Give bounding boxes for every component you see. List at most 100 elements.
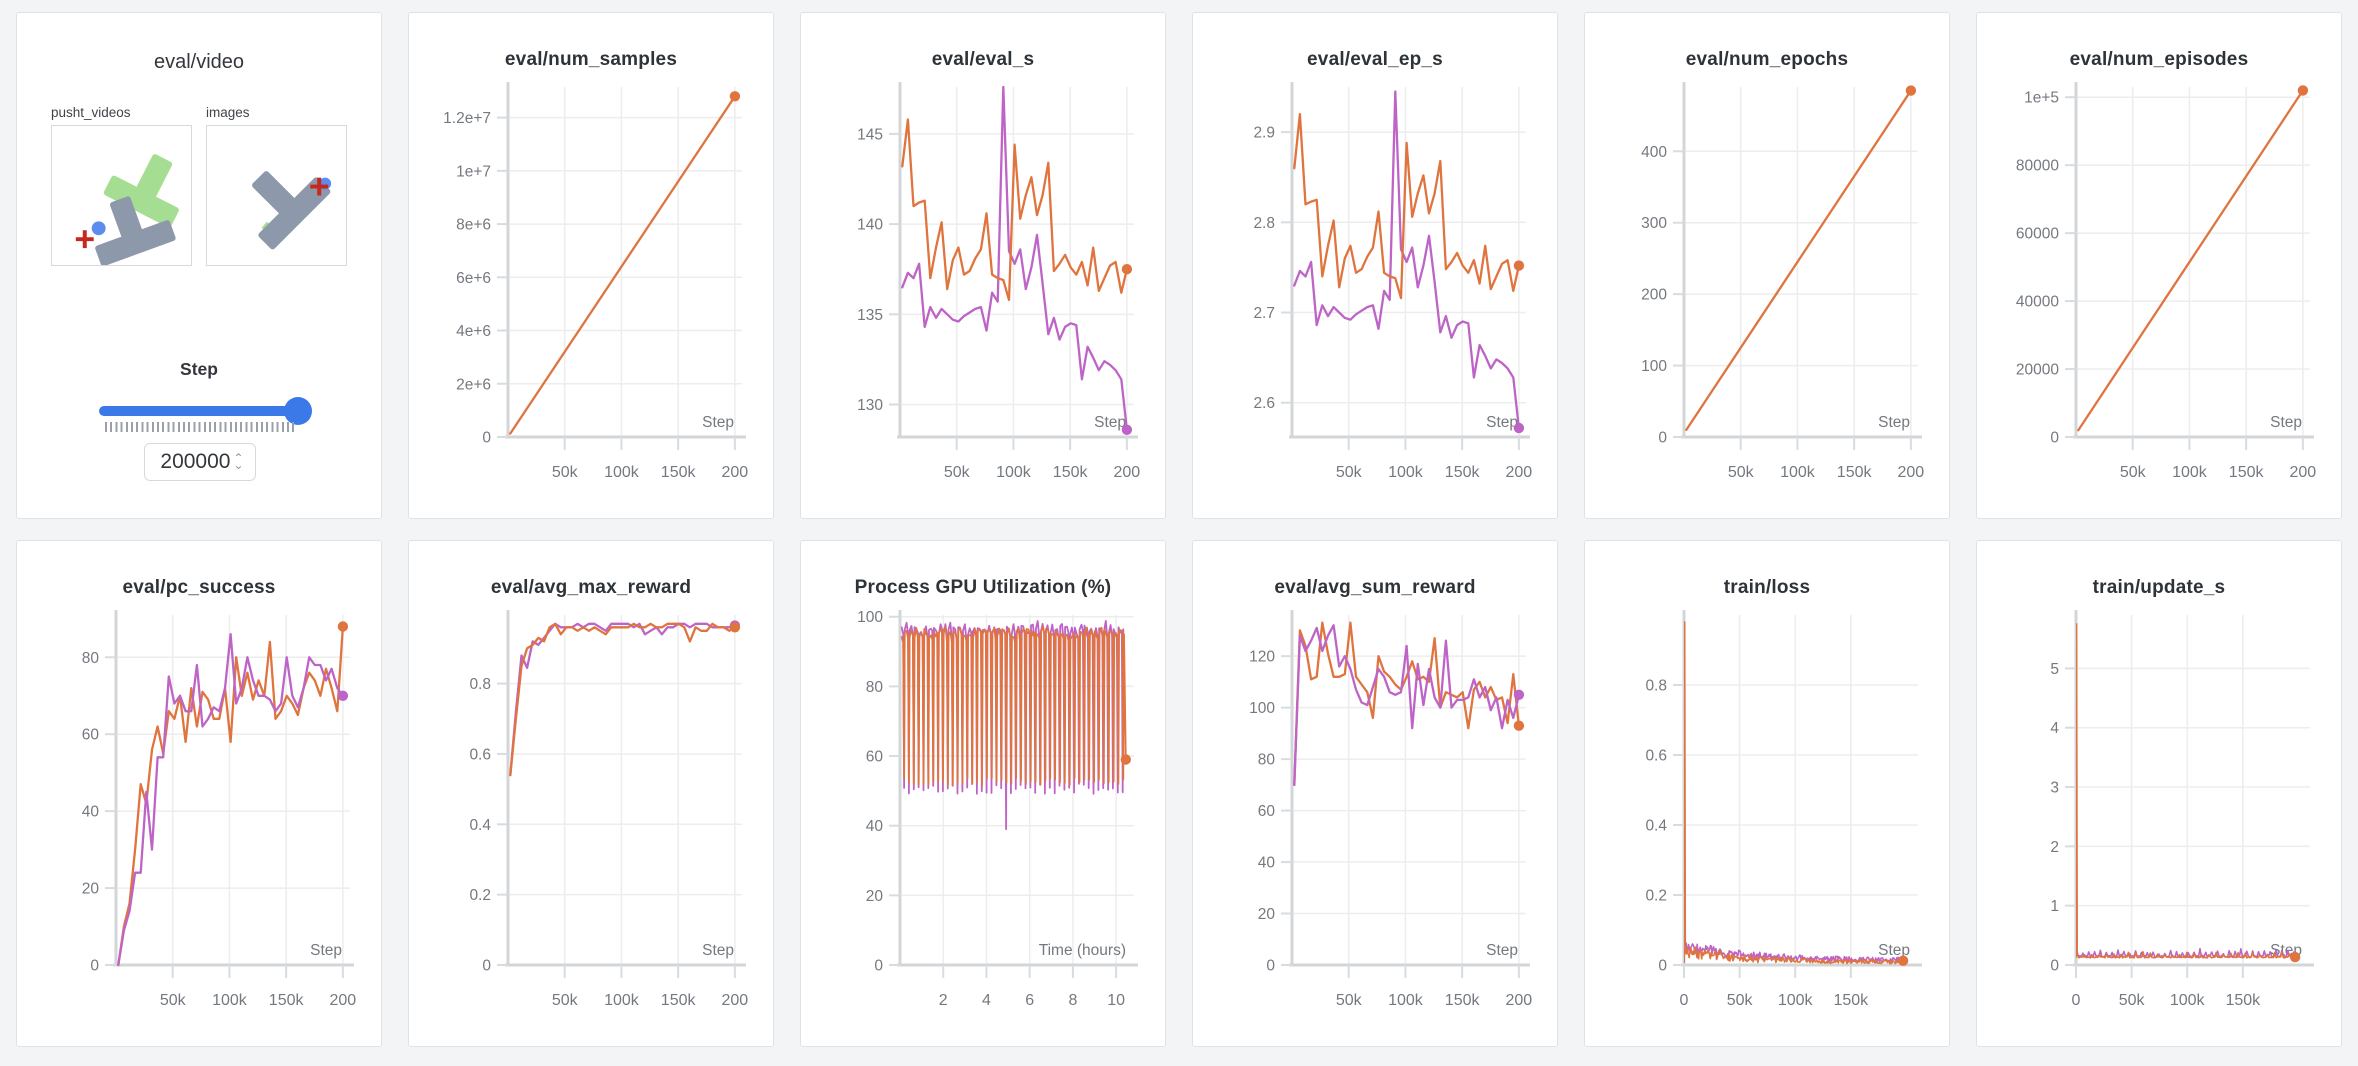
svg-text:40: 40 — [866, 818, 884, 835]
svg-text:100k: 100k — [1388, 464, 1424, 481]
chart-canvas[interactable]: 0 100 200 300 400 50k 100k 150k 200 Step — [1598, 71, 1936, 491]
step-input-box: ⌃ ⌄ — [144, 443, 256, 481]
panel-chart-eval-s: eval/eval_s 130 135 140 145 50k 100k 150k 200 St… — [800, 12, 1166, 519]
chart-title: eval/num_episodes — [2069, 49, 2249, 70]
svg-text:60: 60 — [82, 727, 100, 744]
svg-text:Step: Step — [1094, 414, 1126, 431]
images-thumbnail[interactable] — [206, 125, 347, 266]
svg-text:120: 120 — [1249, 649, 1275, 666]
panel-chart-train-update-s: train/update_s 0 1 2 3 4 5 0 50k 100k 150k Step — [1976, 540, 2342, 1047]
chart-canvas[interactable]: 0 20 40 60 80 100 120 50k 100k 150k 200 Step — [1206, 599, 1544, 1019]
chart-title: Process GPU Utilization (%) — [854, 577, 1112, 598]
chart-canvas[interactable]: 2.6 2.7 2.8 2.9 50k 100k 150k 200 Step — [1206, 71, 1544, 491]
svg-text:0: 0 — [2050, 430, 2059, 447]
svg-text:1e+7: 1e+7 — [456, 163, 491, 180]
panel-chart-pc-success: eval/pc_success 0 20 40 60 80 50k 100k 150k 200 S… — [16, 540, 382, 1047]
svg-text:200: 200 — [1641, 287, 1667, 304]
chart-canvas[interactable]: 0 2e+6 4e+6 6e+6 8e+6 1e+7 1.2e+7 50k 100k 150k 20… — [422, 71, 760, 491]
svg-text:20: 20 — [1258, 906, 1276, 923]
svg-text:Step: Step — [1878, 414, 1910, 431]
svg-text:2.7: 2.7 — [1253, 305, 1275, 322]
svg-text:40: 40 — [1258, 855, 1276, 872]
svg-text:50k: 50k — [1728, 464, 1755, 481]
panel-chart-avg-sum-reward: eval/avg_sum_reward 0 20 40 60 80 100 120 50k 10… — [1192, 540, 1558, 1047]
chart-canvas[interactable]: 0 0.2 0.4 0.6 0.8 0 50k 100k 150k Step — [1598, 599, 1936, 1019]
svg-text:3: 3 — [2050, 780, 2059, 797]
svg-text:150k: 150k — [269, 992, 305, 1009]
chart-canvas[interactable]: 0 0.2 0.4 0.6 0.8 50k 100k 150k 200 Step — [422, 599, 760, 1019]
chart-title: eval/eval_ep_s — [1307, 49, 1443, 70]
svg-text:Step: Step — [702, 414, 734, 431]
pusht-scene-image — [75, 154, 179, 265]
goal-cross-icon — [75, 230, 94, 249]
svg-text:200: 200 — [722, 464, 749, 481]
chart-canvas[interactable]: 0 20 40 60 80 50k 100k 150k 200 Step — [30, 599, 368, 1019]
svg-text:100: 100 — [857, 609, 883, 626]
svg-text:80: 80 — [82, 650, 100, 667]
svg-text:0: 0 — [874, 958, 883, 975]
pusht-video-thumbnail[interactable] — [51, 125, 192, 266]
svg-text:Time (hours): Time (hours) — [1039, 942, 1126, 959]
step-slider-track[interactable] — [99, 406, 301, 416]
video-panel-title: eval/video — [153, 51, 245, 73]
svg-text:6: 6 — [1025, 992, 1034, 1009]
svg-text:0: 0 — [1680, 992, 1689, 1009]
stepper-up-icon[interactable]: ⌃ — [233, 451, 244, 465]
chart-title: train/update_s — [2092, 577, 2226, 598]
svg-text:8e+6: 8e+6 — [456, 217, 491, 234]
step-slider-ruler — [105, 422, 297, 432]
svg-text:40000: 40000 — [2016, 294, 2059, 311]
svg-text:150k: 150k — [1837, 464, 1873, 481]
svg-text:6e+6: 6e+6 — [456, 270, 491, 287]
svg-text:5: 5 — [2050, 661, 2059, 678]
agent-dot-icon — [91, 221, 106, 236]
svg-text:100k: 100k — [996, 464, 1032, 481]
chart-canvas[interactable]: 130 135 140 145 50k 100k 150k 200 Step — [814, 71, 1152, 491]
chart-title: eval/num_epochs — [1685, 49, 1849, 70]
svg-text:50k: 50k — [160, 992, 187, 1009]
svg-text:0: 0 — [90, 958, 99, 975]
svg-text:130: 130 — [857, 397, 883, 414]
svg-text:0.6: 0.6 — [1645, 748, 1667, 765]
step-slider-thumb[interactable] — [284, 397, 312, 425]
panel-chart-eval-ep-s: eval/eval_ep_s 2.6 2.7 2.8 2.9 50k 100k 150k 20… — [1192, 12, 1558, 519]
svg-text:4: 4 — [982, 992, 991, 1009]
chart-title: eval/avg_sum_reward — [1274, 577, 1476, 598]
svg-text:50k: 50k — [1336, 992, 1363, 1009]
svg-text:2.9: 2.9 — [1253, 125, 1275, 142]
panel-chart-num-samples: eval/num_samples 0 2e+6 4e+6 6e+6 8e+6 1e+7 1.… — [408, 12, 774, 519]
svg-text:80: 80 — [1258, 752, 1276, 769]
svg-text:50k: 50k — [2120, 464, 2147, 481]
svg-text:0.6: 0.6 — [469, 746, 491, 763]
svg-text:60: 60 — [866, 749, 884, 766]
svg-text:400: 400 — [1641, 144, 1667, 161]
chart-canvas[interactable]: 0 20 40 60 80 100 2 4 6 8 10 Time (hours) — [814, 599, 1152, 1019]
svg-text:140: 140 — [857, 217, 883, 234]
svg-text:0.2: 0.2 — [469, 887, 491, 904]
chart-title: eval/pc_success — [122, 577, 276, 598]
svg-text:2.8: 2.8 — [1253, 215, 1275, 232]
svg-text:200: 200 — [722, 992, 749, 1009]
step-input[interactable] — [156, 450, 231, 474]
svg-text:200: 200 — [1114, 464, 1141, 481]
step-slider-label: Step — [180, 359, 218, 379]
svg-text:150k: 150k — [1445, 992, 1481, 1009]
svg-text:20: 20 — [866, 888, 884, 905]
svg-text:145: 145 — [857, 126, 883, 143]
svg-text:150k: 150k — [1445, 464, 1481, 481]
step-stepper: ⌃ ⌄ — [233, 451, 244, 472]
goal-cross-icon — [310, 177, 329, 196]
svg-text:0: 0 — [482, 958, 491, 975]
chart-canvas[interactable]: 0 20000 40000 60000 80000 1e+5 50k 100k 150k 200 S… — [1990, 71, 2328, 491]
svg-text:0.4: 0.4 — [1645, 818, 1667, 835]
panel-chart-avg-max-reward: eval/avg_max_reward 0 0.2 0.4 0.6 0.8 50k 100k… — [408, 540, 774, 1047]
svg-text:200: 200 — [1898, 464, 1925, 481]
stepper-down-icon[interactable]: ⌄ — [233, 458, 244, 472]
svg-text:50k: 50k — [552, 992, 579, 1009]
svg-text:0: 0 — [2050, 958, 2059, 975]
chart-title: eval/eval_s — [931, 49, 1035, 70]
svg-text:4e+6: 4e+6 — [456, 323, 491, 340]
svg-text:135: 135 — [857, 307, 883, 324]
svg-text:0.8: 0.8 — [469, 676, 491, 693]
